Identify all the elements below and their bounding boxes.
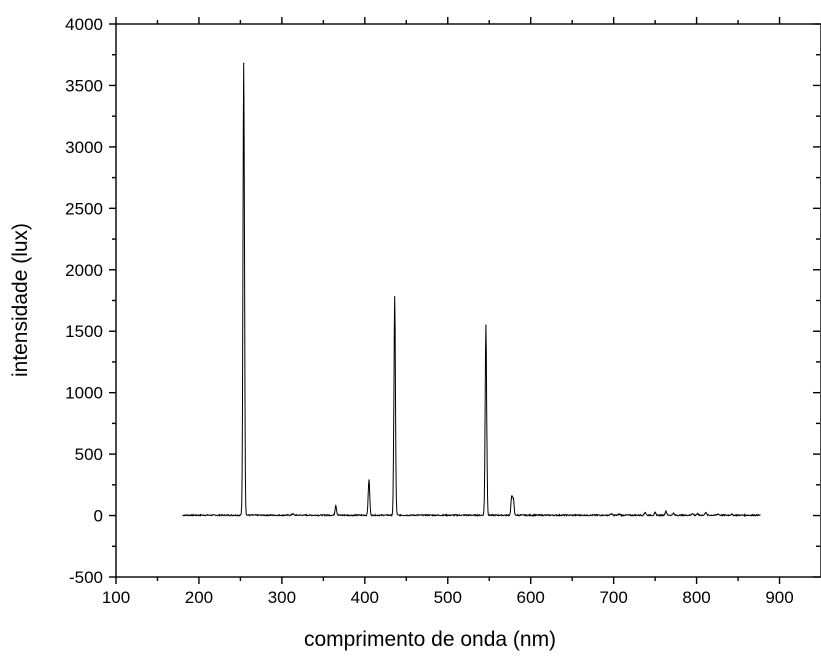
y-axis-ticks	[109, 23, 820, 578]
y-tick-label: 3000	[65, 138, 103, 157]
x-tick-label: 200	[185, 588, 213, 607]
y-tick-label: 0	[94, 507, 103, 526]
plot-frame	[115, 23, 821, 578]
x-tick-label: 300	[268, 588, 296, 607]
spectrum-peak-point	[644, 511, 646, 514]
y-tick-label: 500	[75, 445, 103, 464]
spectrum-peak-point	[394, 296, 396, 298]
y-tick-label: 4000	[65, 15, 103, 34]
spectrum-peak-point	[512, 498, 514, 500]
y-tick-label: 1000	[65, 384, 103, 403]
y-axis-tick-labels: -500 0 500 1000 1500 2000 2500 3000 3500 4000	[65, 15, 103, 587]
x-axis-tick-labels: 100 200 300 400 500 600 700 800 900	[102, 588, 794, 607]
spectrum-peak-point	[730, 513, 733, 516]
x-tick-label: 400	[351, 588, 379, 607]
x-tick-label: 100	[102, 588, 130, 607]
spectrum-peak-point	[717, 513, 719, 515]
y-tick-label: 1500	[65, 322, 103, 341]
x-tick-label: 500	[434, 588, 462, 607]
spectrum-peak-point	[335, 505, 337, 507]
x-tick-label: 700	[599, 588, 627, 607]
spectrum-peaks	[243, 62, 733, 516]
spectrum-peak-point	[665, 510, 667, 512]
y-axis-title: intensidade (lux)	[9, 223, 32, 377]
spectrum-peak-point	[618, 513, 621, 515]
spectrum-peak-point	[705, 511, 707, 514]
y-tick-label: 2500	[65, 199, 103, 218]
y-tick-label: -500	[69, 568, 103, 587]
spectrum-peak-point	[672, 513, 674, 515]
spectrum-peak-point	[292, 513, 294, 515]
x-axis-ticks	[115, 17, 781, 584]
spectrum-peak-point	[696, 513, 699, 515]
y-tick-label: 3500	[65, 76, 103, 95]
spectrum-peak-point	[485, 324, 487, 326]
x-axis-title: comprimento de onda (nm)	[304, 628, 556, 651]
spectrum-peak-point	[511, 497, 513, 499]
spectrum-peak-point	[368, 479, 370, 481]
x-tick-label: 900	[765, 588, 793, 607]
x-tick-label: 800	[682, 588, 710, 607]
spectrum-peak-point	[610, 513, 612, 515]
spectrum-peak-point	[654, 512, 656, 514]
spectrum-series-line	[182, 63, 761, 518]
spectrum-peak-point	[243, 62, 245, 64]
y-tick-label: 2000	[65, 261, 103, 280]
spectrum-peak-point	[691, 513, 694, 515]
x-tick-label: 600	[517, 588, 545, 607]
